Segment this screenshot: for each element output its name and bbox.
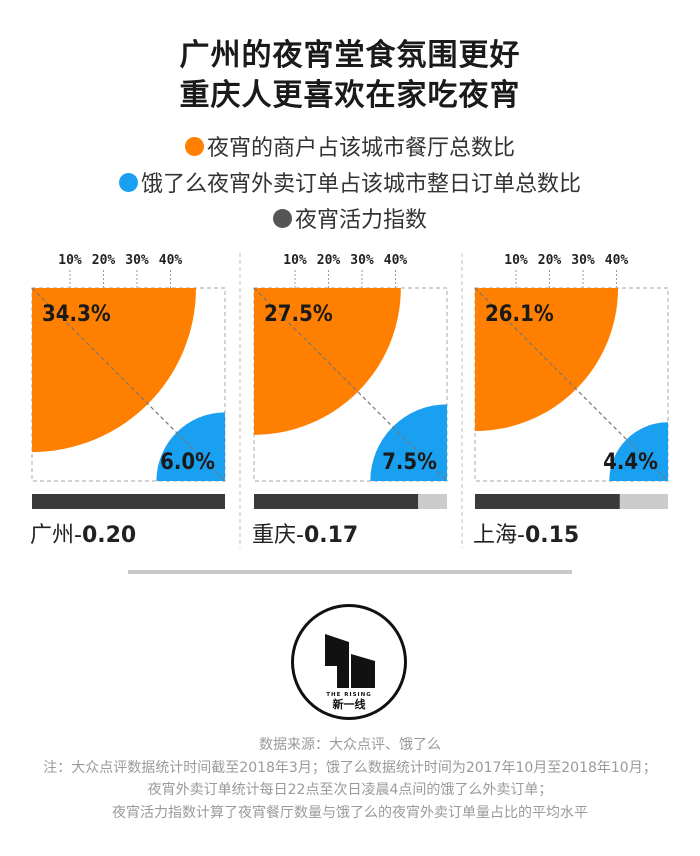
legend-swatch-gray: [272, 208, 292, 228]
vitality-index-value: 0.17: [304, 523, 358, 548]
legend-swatch-blue: [118, 172, 138, 192]
vitality-index-value: 0.15: [525, 523, 579, 548]
footnote-line: 夜宵外卖订单统计每日22点至次日凌晨4点间的饿了么外卖订单；: [147, 782, 553, 798]
city-name: 重庆-: [252, 523, 304, 548]
legend-swatch-orange: [184, 136, 204, 156]
panel-diagonal: [474, 287, 669, 482]
vitality-bar-fill: [254, 494, 419, 509]
scale-tick-label: 30%: [125, 253, 149, 268]
vitality-bar-fill: [475, 494, 620, 509]
scale-tick-label: 40%: [159, 253, 183, 268]
scale-tick-label: 40%: [605, 253, 629, 268]
data-source-note: 数据来源：大众点评、饿了么: [259, 737, 441, 753]
scale-tick-label: 30%: [350, 253, 374, 268]
delivery-share-label: 4.4%: [603, 450, 658, 475]
delivery-share-label: 6.0%: [160, 450, 215, 475]
scale-tick-label: 10%: [283, 253, 307, 268]
footnotes: 数据来源：大众点评、饿了么 注：大众点评数据统计时间截至2018年3月；饿了么数…: [0, 734, 700, 824]
legend-label: 饿了么夜宵外卖订单占该城市整日订单总数比: [140, 172, 581, 197]
scale-tick-label: 30%: [571, 253, 595, 268]
legend-label: 夜宵的商户占该城市餐厅总数比: [206, 136, 515, 161]
legend-label: 夜宵活力指数: [294, 208, 427, 233]
legend: 夜宵的商户占该城市餐厅总数比 饿了么夜宵外卖订单占该城市整日订单总数比 夜宵活力…: [0, 128, 700, 236]
scale-tick-label: 40%: [384, 253, 408, 268]
logo-caption-small: THE RISING: [326, 692, 371, 698]
merchant-share-label: 34.3%: [42, 302, 111, 327]
panel-diagonal: [253, 287, 448, 482]
delivery-share-label: 7.5%: [382, 450, 437, 475]
merchant-share-label: 27.5%: [264, 302, 333, 327]
scale-tick-label: 20%: [538, 253, 562, 268]
scale-tick-label: 20%: [92, 253, 116, 268]
city-name: 上海-: [473, 523, 525, 548]
legend-item-merchant-share: 夜宵的商户占该城市餐厅总数比: [0, 128, 700, 164]
scale-tick-label: 10%: [504, 253, 528, 268]
merchant-share-label: 26.1%: [485, 302, 554, 327]
chart-title-line-2: 重庆人更喜欢在家吃夜宵: [179, 78, 521, 113]
footnote-line: 注：大众点评数据统计时间截至2018年3月；饿了么数据统计时间为2017年10月…: [43, 759, 657, 776]
city-vitality-label: 重庆-0.17: [252, 523, 358, 548]
chart-title-line-1: 广州的夜宵堂食氛围更好: [179, 38, 521, 73]
bottom-divider: [128, 570, 572, 574]
city-vitality-label: 上海-0.15: [473, 523, 579, 548]
logo-mark-right: [351, 654, 375, 688]
scale-tick-label: 20%: [317, 253, 341, 268]
city-vitality-label: 广州-0.20: [30, 523, 136, 548]
legend-item-vitality-index: 夜宵活力指数: [0, 200, 700, 236]
the-rising-logo: THE RISING 新一线: [291, 604, 407, 720]
vitality-bar-fill: [32, 494, 225, 509]
logo-mark-left: [325, 634, 349, 688]
panel-diagonal: [31, 287, 226, 482]
legend-item-delivery-share: 饿了么夜宵外卖订单占该城市整日订单总数比: [0, 164, 700, 200]
vitality-index-value: 0.20: [82, 523, 136, 548]
scale-tick-label: 10%: [58, 253, 82, 268]
city-name: 广州-: [30, 523, 82, 548]
city-comparison-charts: 10% 20% 30% 40% 34.3% 6.0% 广州-0.20 10% 20% 30% 40%…: [30, 253, 669, 548]
footnote-line: 夜宵活力指数计算了夜宵餐厅数量与饿了么的夜宵外卖订单量占比的平均水平: [112, 804, 588, 821]
logo-caption: 新一线: [333, 697, 366, 711]
